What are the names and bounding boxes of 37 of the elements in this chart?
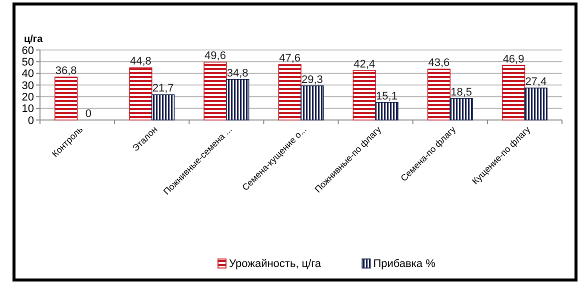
data-label: 21,7 <box>152 82 174 95</box>
data-label: 18,5 <box>450 86 472 98</box>
y-tick-label: 50 <box>22 56 34 69</box>
bar <box>524 88 548 120</box>
data-label: 15,1 <box>376 90 398 102</box>
data-label: 43,6 <box>428 57 450 70</box>
y-tick-label: 30 <box>22 80 34 92</box>
data-label: 27,4 <box>525 76 547 88</box>
data-label: 47,6 <box>279 52 301 64</box>
y-axis-title: ц/га <box>24 34 44 45</box>
y-tick-label: 10 <box>22 103 34 116</box>
data-label: 34,8 <box>226 67 248 80</box>
bar <box>278 64 302 120</box>
legend-label: Прибавка % <box>373 258 436 270</box>
bar <box>226 79 250 120</box>
bar <box>502 64 526 120</box>
data-label: 44,8 <box>130 56 152 68</box>
data-label: 42,4 <box>354 58 376 71</box>
data-label: 46,9 <box>502 53 524 66</box>
bar <box>300 85 324 120</box>
bar <box>375 102 398 120</box>
bar <box>204 62 227 120</box>
bar <box>427 68 451 120</box>
data-label: 49,6 <box>204 50 226 62</box>
bar <box>450 98 473 120</box>
data-label: 29,3 <box>301 74 323 86</box>
legend-label: Урожайность, ц/га <box>229 258 322 270</box>
y-tick-label: 60 <box>22 44 34 57</box>
bar <box>151 94 175 120</box>
data-label: 0 <box>85 108 92 120</box>
bar <box>352 70 376 120</box>
data-label: 36,8 <box>55 65 77 78</box>
y-tick-label: 20 <box>22 92 34 104</box>
bar <box>54 76 78 120</box>
y-tick-label: 0 <box>28 114 34 127</box>
bar <box>129 67 152 120</box>
y-tick-label: 40 <box>22 68 34 80</box>
